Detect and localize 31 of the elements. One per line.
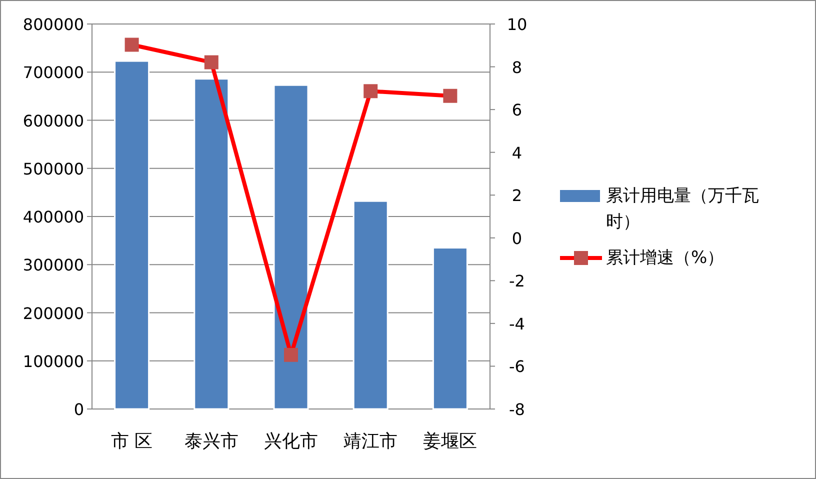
y-tick-label: 0 [74,400,84,419]
y2-tick-label: -6 [509,357,525,376]
y-tick-label: 800000 [22,15,84,34]
x-tick-label: 市 区 [110,431,153,452]
y-tick-label: 700000 [22,63,84,82]
x-tick-label: 靖江市 [344,431,398,452]
x-tick-label: 兴化市 [264,431,318,452]
y2-tick-label: 0 [512,228,522,248]
bar [114,60,150,410]
bar [352,200,388,410]
y2-tick-label: -2 [509,272,525,291]
y-tick-label: 500000 [22,159,84,178]
y2-tick-label: 2 [512,186,522,206]
y2-tick-label: 6 [512,100,522,120]
y-tick-label: 600000 [22,111,84,130]
y2-tick-label: 8 [512,58,522,77]
y-tick-label: 100000 [22,352,84,371]
y2-tick-label: 10 [506,15,528,34]
y-tick-label: 300000 [22,256,84,275]
legend-label: 累计用电量（万千瓦时） [606,185,760,234]
y2-tick-label: -8 [509,400,525,419]
bar [194,78,230,410]
bar [273,84,309,410]
y2-tick-label: -4 [509,314,525,334]
x-tick-label: 姜堰区 [423,431,478,452]
bar [432,247,468,410]
y-tick-label: 400000 [22,208,84,226]
y2-tick-label: 4 [512,143,522,162]
x-tick-label: 泰兴市 [184,431,238,452]
y-tick-label: 200000 [22,304,84,323]
legend-label: 累计增速（%） [606,247,726,270]
